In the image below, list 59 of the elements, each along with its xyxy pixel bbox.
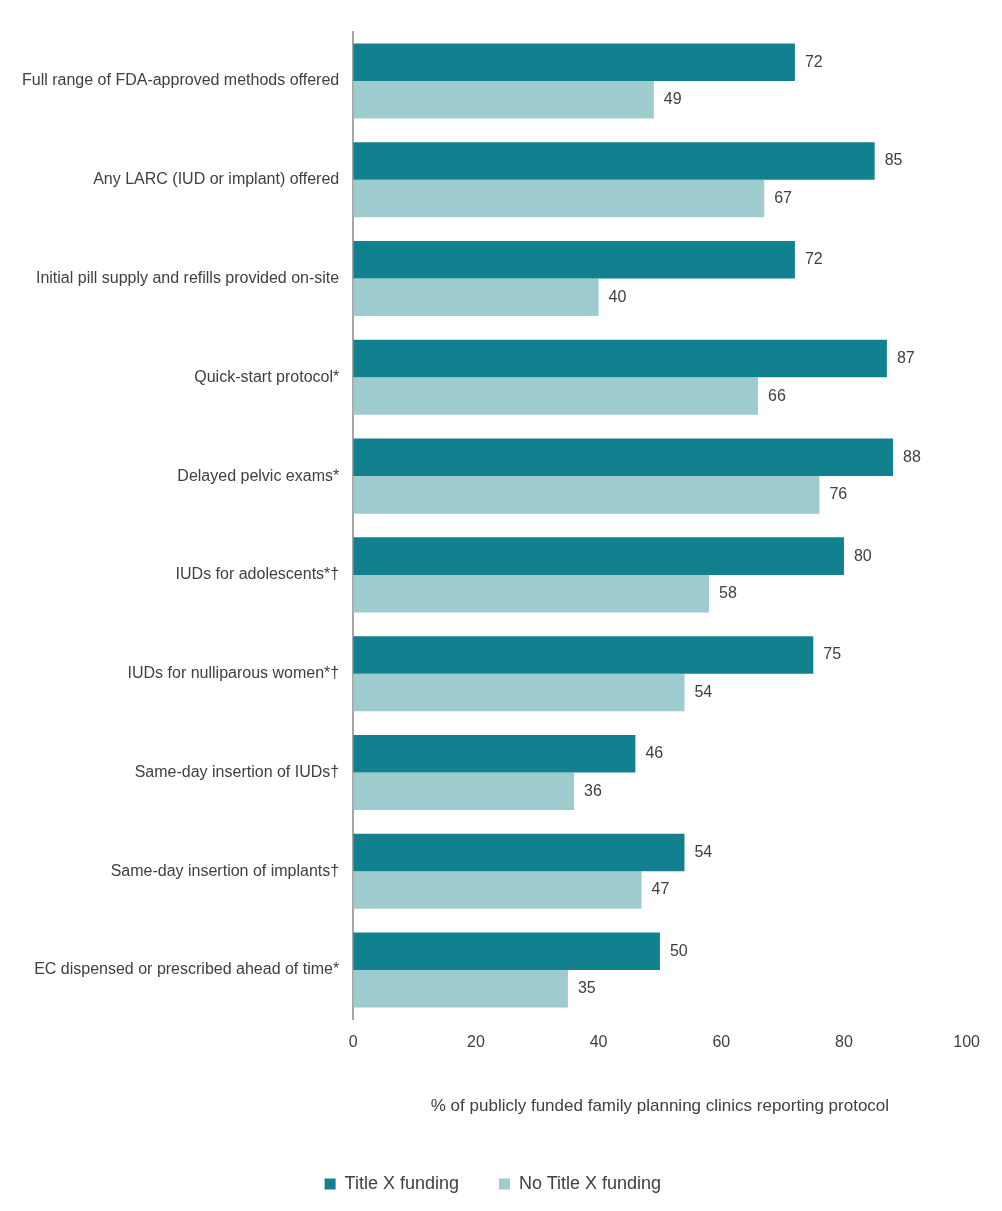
- bar: [353, 278, 599, 317]
- x-tick-label: 80: [835, 1033, 853, 1051]
- data-label: 72: [804, 52, 823, 70]
- y-tick-label: IUDs for adolescents*†: [175, 565, 340, 583]
- bar: [353, 142, 875, 180]
- bar: [353, 734, 636, 773]
- data-label: 54: [694, 842, 713, 860]
- y-tick-label: Quick-start protocol*: [194, 367, 340, 385]
- data-label: 35: [577, 979, 596, 997]
- bar: [353, 377, 759, 415]
- x-tick-label: 100: [953, 1033, 981, 1051]
- data-label: 40: [608, 287, 627, 305]
- y-tick-label: Any LARC (IUD or implant) offered: [93, 170, 340, 188]
- bar: [353, 438, 894, 477]
- data-label: 85: [884, 151, 903, 169]
- bar: [353, 476, 820, 514]
- bar: [353, 673, 685, 712]
- y-tick-label: Same-day insertion of IUDs†: [134, 762, 340, 780]
- bar: [353, 833, 685, 872]
- bar: [353, 339, 887, 378]
- bar: [353, 80, 654, 119]
- legend-label: Title X funding: [344, 1172, 459, 1193]
- bar: [353, 241, 795, 279]
- data-label: 75: [823, 645, 842, 663]
- data-label: 46: [645, 744, 664, 762]
- data-label: 87: [896, 348, 915, 366]
- x-tick-label: 20: [467, 1033, 485, 1051]
- data-label: 58: [719, 584, 737, 602]
- data-label: 54: [694, 682, 713, 700]
- bar: [353, 574, 710, 613]
- bar: [353, 772, 575, 810]
- x-axis-title: % of publicly funded family planning clinics reporting protocol: [430, 1096, 890, 1116]
- bar: [353, 932, 660, 971]
- bar: [353, 537, 844, 575]
- y-tick-label: IUDs for nulliparous women*†: [127, 664, 340, 682]
- data-label: 67: [774, 188, 793, 206]
- data-label: 49: [663, 90, 682, 108]
- bar: [353, 179, 765, 218]
- y-tick-label: Initial pill supply and refills provided on-site: [35, 268, 340, 286]
- y-tick-label: Same-day insertion of implants†: [110, 861, 340, 879]
- data-label: 72: [804, 250, 823, 268]
- bar: [353, 871, 642, 909]
- x-tick-label: 60: [712, 1033, 731, 1051]
- data-label: 36: [584, 781, 602, 799]
- data-label: 66: [768, 386, 786, 404]
- y-tick-label: Delayed pelvic exams*: [177, 466, 340, 484]
- y-tick-label: Full range of FDA-approved methods offered: [21, 71, 340, 89]
- x-tick-label: 40: [589, 1033, 608, 1051]
- data-label: 47: [651, 880, 670, 898]
- data-label: 88: [903, 447, 921, 465]
- data-label: 76: [829, 485, 848, 503]
- x-tick-label: 0: [348, 1033, 358, 1051]
- bar: [353, 636, 814, 674]
- data-label: 80: [853, 546, 872, 564]
- bar: [353, 43, 795, 81]
- y-tick-label: EC dispensed or prescribed ahead of time*: [34, 960, 340, 978]
- data-label: 50: [669, 941, 688, 959]
- bar: [353, 970, 568, 1008]
- legend-label: No Title X funding: [518, 1172, 662, 1193]
